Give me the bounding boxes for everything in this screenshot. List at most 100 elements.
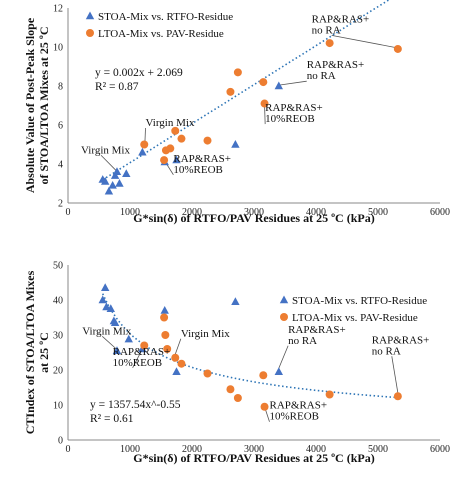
legend-label: LTOA-Mix vs. PAV-Residue: [292, 312, 418, 324]
annotation-label: no RA: [372, 345, 401, 357]
annotation-arrow: [100, 154, 117, 172]
data-point-ltoa: [140, 341, 149, 350]
data-point-stoa: [106, 304, 115, 312]
y-tick-label: 0: [58, 436, 63, 447]
y-tick-label: 50: [53, 261, 63, 272]
x-tick-label: 6000: [430, 207, 450, 218]
annotation-label: RAP&RAS+: [173, 153, 231, 165]
y-tick-label: 2: [58, 199, 63, 210]
annotation-label: RAP&RAS+: [265, 102, 323, 114]
x-tick-label: 5000: [368, 444, 388, 455]
data-point-ltoa: [233, 68, 242, 77]
data-point-stoa: [172, 155, 181, 164]
y-tick-label: 30: [53, 331, 63, 342]
data-point-stoa: [160, 306, 169, 314]
trendline: [102, 0, 391, 181]
data-point-stoa: [110, 171, 120, 179]
trendline-equation: R² = 0.61: [90, 413, 134, 425]
legend-marker-stoa: [85, 11, 95, 20]
annotation-arrow: [278, 345, 289, 369]
trendline-equation: R² = 0.87: [95, 81, 139, 93]
x-tick-label: 6000: [430, 444, 450, 455]
x-tick-label: 4000: [306, 207, 326, 218]
data-point-stoa: [231, 297, 240, 305]
annotation-arrow: [331, 34, 398, 49]
annotation-label: 10%REOB: [265, 113, 315, 125]
data-point-stoa: [98, 295, 107, 304]
y-tick-label: 10: [53, 401, 63, 412]
annotation-arrow: [264, 104, 266, 125]
annotation-label: RAP&RAS+: [312, 13, 370, 25]
annotation-arrow: [391, 356, 399, 393]
annotation-arrow: [174, 338, 182, 355]
trendline: [101, 293, 398, 399]
data-point-stoa: [231, 140, 240, 148]
data-point-stoa: [138, 147, 147, 156]
x-tick-label: 0: [66, 444, 71, 455]
data-point-ltoa: [325, 39, 334, 48]
x-tick-label: 5000: [368, 207, 388, 218]
trendline-equation: y = 0.002x + 2.069: [95, 67, 183, 79]
annotation-label: Virgin Mix: [181, 328, 230, 340]
data-point-ltoa: [226, 385, 235, 394]
data-point-ltoa: [260, 402, 269, 411]
x-axis-label: G*sin(δ) of RTFO/PAV Residues at 25 ºC (…: [133, 211, 374, 225]
data-point-stoa: [274, 367, 283, 375]
annotation-label: no RA: [312, 24, 341, 36]
data-point-ltoa: [171, 126, 180, 135]
legend-marker-ltoa: [86, 29, 94, 37]
legend-label: STOA-Mix vs. RTFO-Residue: [292, 295, 427, 307]
x-tick-label: 2000: [182, 444, 202, 455]
data-point-stoa: [112, 167, 122, 175]
data-point-stoa: [108, 180, 117, 189]
x-tick-label: 0: [66, 207, 71, 218]
annotation-arrow: [279, 80, 307, 86]
trendline-equation: y = 1357.54x^-0.55: [90, 399, 181, 411]
x-tick-label: 2000: [182, 207, 202, 218]
data-point-stoa: [101, 283, 110, 291]
data-point-ltoa: [259, 371, 268, 380]
y-tick-label: 12: [53, 4, 63, 15]
annotation-label: RAP&RAS+: [113, 346, 171, 358]
y-tick-label: 8: [58, 82, 63, 93]
x-tick-label: 3000: [244, 207, 264, 218]
y-tick-label: 20: [53, 366, 63, 377]
annotation-label: 10%REOB: [270, 411, 320, 423]
annotation-label: 10%REOB: [173, 164, 223, 176]
data-point-ltoa: [259, 78, 268, 87]
y-axis-label: of STOA/LTOA Mixes at 25 ºC: [37, 26, 51, 184]
annotation-arrow: [101, 336, 117, 350]
annotation-label: Virgin Mix: [82, 325, 131, 337]
data-point-stoa: [112, 346, 122, 354]
data-point-stoa: [172, 367, 181, 375]
data-point-ltoa: [233, 394, 242, 402]
data-point-ltoa: [203, 369, 212, 378]
y-axis-label: at 25 ºC: [37, 332, 51, 373]
chart-post-peak-slope: 0 1000 2000 3000 4000 5000 6000 2 4 6 8 10 12 G*sin(δ…: [23, 0, 450, 225]
data-point-stoa: [122, 169, 131, 177]
annotation-label: no RA: [288, 335, 317, 347]
data-point-stoa: [115, 179, 124, 187]
data-point-ltoa: [393, 392, 402, 401]
x-tick-label: 4000: [306, 444, 326, 455]
data-point-stoa: [274, 81, 283, 90]
annotation-label: 10%REOB: [113, 357, 163, 369]
data-point-ltoa: [177, 134, 186, 143]
data-point-ltoa: [163, 345, 172, 353]
data-point-ltoa: [260, 99, 269, 108]
data-point-stoa: [110, 318, 120, 326]
y-tick-label: 6: [58, 121, 63, 132]
data-point-ltoa: [203, 136, 212, 145]
annotation-label: RAP&RAS+: [307, 59, 365, 71]
legend-label: LTOA-Mix vs. PAV-Residue: [98, 28, 224, 40]
annotation-label: RAP&RAS+: [270, 400, 328, 412]
data-point-stoa: [101, 177, 110, 185]
legend-marker-ltoa: [280, 313, 288, 321]
data-point-ltoa: [161, 331, 170, 339]
data-point-ltoa: [177, 359, 186, 368]
x-axis-label: G*sin(δ) of RTFO/PAV Residues at 25 ºC (…: [133, 451, 374, 465]
data-point-ltoa: [393, 44, 402, 53]
x-tick-label: 1000: [120, 207, 140, 218]
y-tick-label: 4: [58, 160, 63, 171]
data-point-ltoa: [166, 144, 175, 153]
